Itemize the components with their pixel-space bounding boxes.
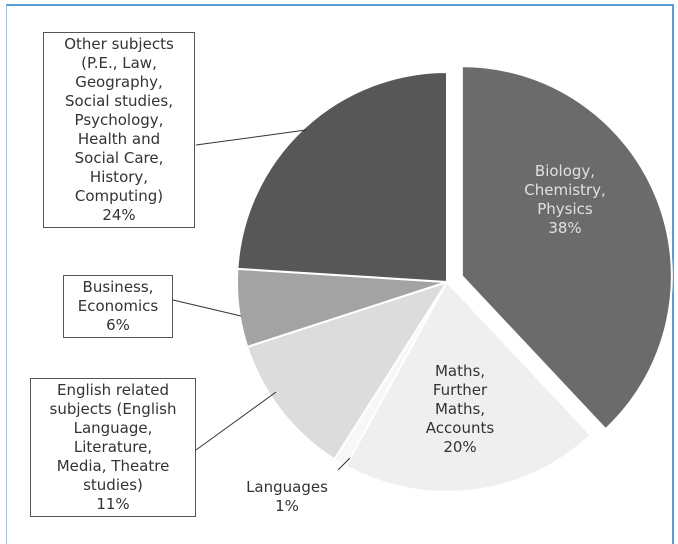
category-label: Languages bbox=[246, 478, 328, 496]
slice-label: Business, Economics 6% bbox=[63, 275, 173, 338]
category-label: Biology, Chemistry, Physics bbox=[524, 162, 606, 218]
category-label: Other subjects (P.E., Law, Geography, So… bbox=[64, 35, 174, 205]
pie-slice bbox=[236, 70, 448, 284]
value-label: 24% bbox=[102, 206, 136, 224]
value-label: 6% bbox=[106, 316, 130, 334]
value-label: 1% bbox=[275, 497, 299, 515]
category-label: Business, Economics bbox=[77, 278, 159, 315]
value-label: 38% bbox=[548, 219, 582, 237]
category-label: English related subjects (English Langua… bbox=[49, 381, 177, 494]
leader-line bbox=[195, 391, 277, 451]
leader-line bbox=[172, 299, 242, 317]
category-label: Maths, Further Maths, Accounts bbox=[425, 362, 495, 437]
slice-label: Biology, Chemistry, Physics 38% bbox=[505, 162, 625, 238]
slice-label: English related subjects (English Langua… bbox=[30, 378, 196, 517]
pie-slice bbox=[246, 280, 450, 461]
value-label: 11% bbox=[96, 495, 130, 513]
leader-line bbox=[337, 457, 351, 471]
slice-label: Other subjects (P.E., Law, Geography, So… bbox=[43, 32, 195, 228]
slice-label: Languages 1% bbox=[232, 478, 342, 516]
leader-line bbox=[195, 129, 307, 146]
pie-slice bbox=[344, 280, 593, 493]
value-label: 20% bbox=[443, 438, 477, 456]
slice-label: Maths, Further Maths, Accounts 20% bbox=[395, 362, 525, 457]
pie-slice bbox=[460, 65, 673, 431]
